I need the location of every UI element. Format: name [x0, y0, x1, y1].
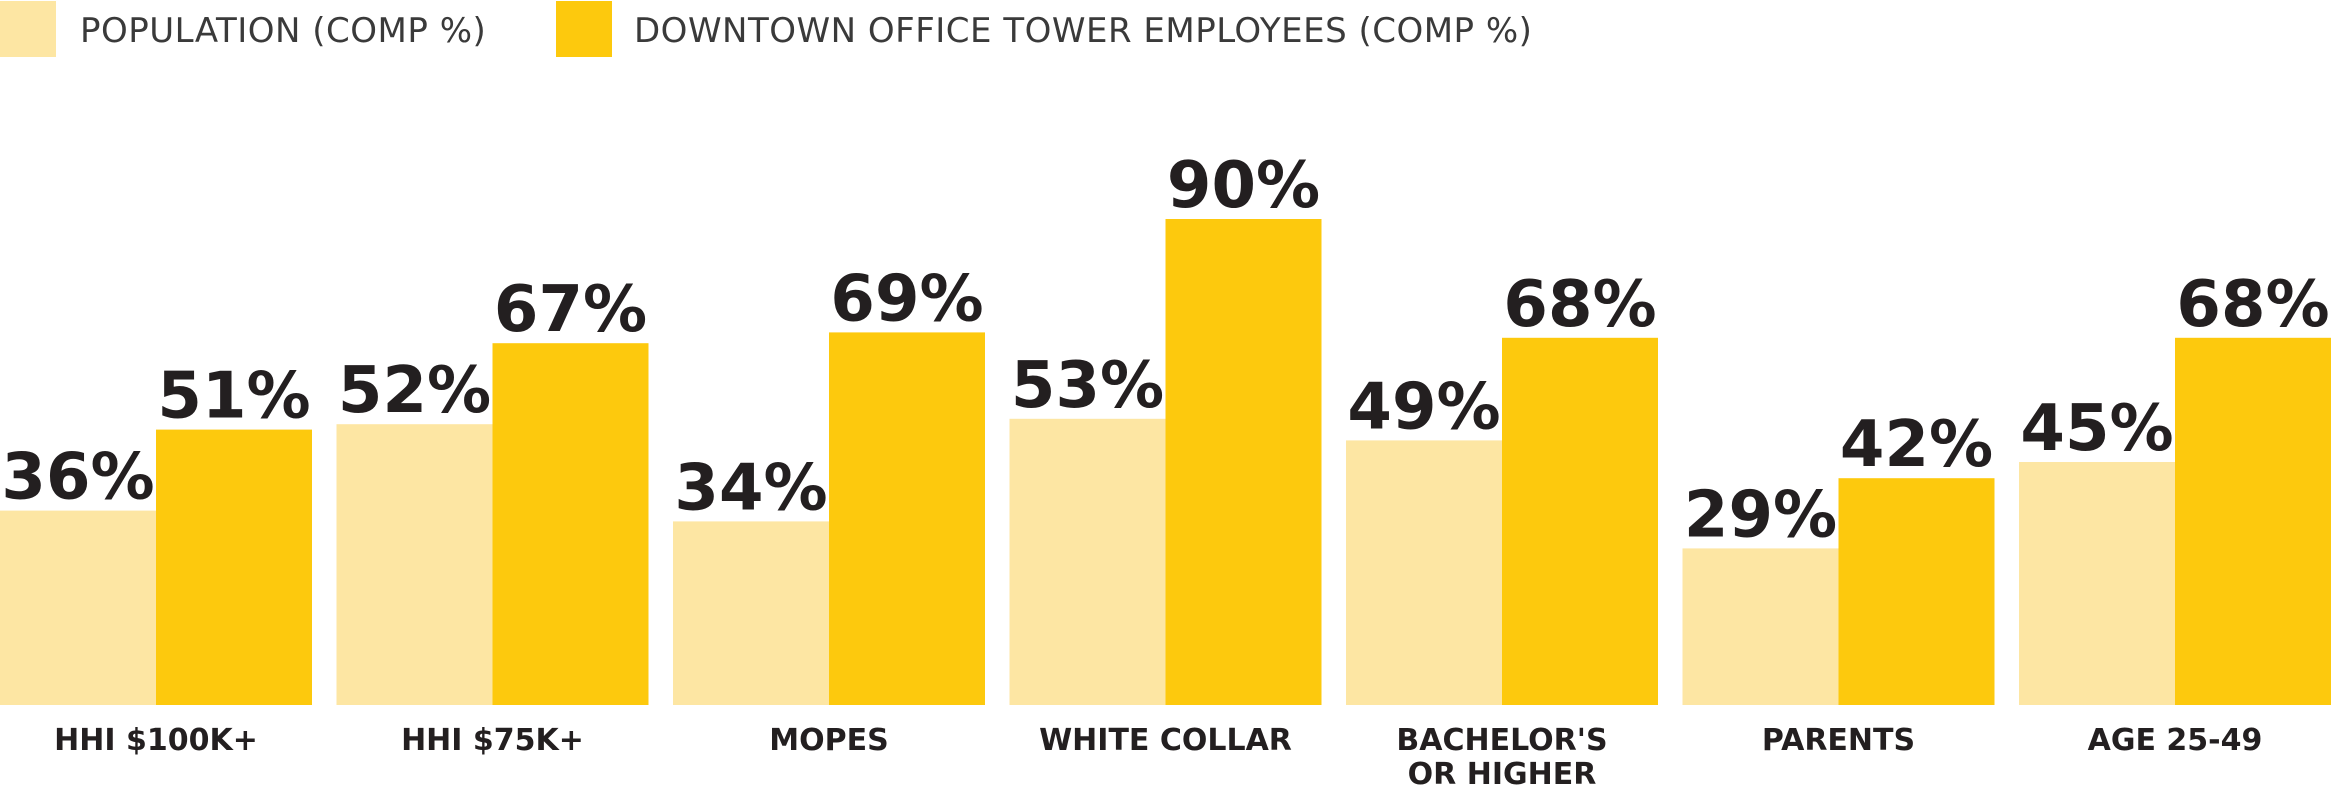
value-label-employees-7: 68% — [2176, 268, 2329, 342]
category-label-4: WHITE COLLAR — [1039, 723, 1292, 758]
value-label-employees-3: 69% — [830, 262, 983, 336]
legend-label-1: POPULATION (COMP %) — [80, 11, 486, 51]
bar-employees-1 — [156, 429, 312, 705]
category-label-1: HHI $100K+ — [54, 723, 258, 758]
bar-population-6 — [1682, 548, 1839, 705]
bar-population-4 — [1009, 418, 1166, 705]
value-label-population-4: 53% — [1011, 349, 1164, 423]
bar-population-7 — [2019, 462, 2175, 705]
category-label-7: AGE 25-49 — [2088, 723, 2263, 758]
legend: POPULATION (COMP %) DOWNTOWN OFFICE TOWER… — [0, 1, 1532, 57]
value-label-population-2: 52% — [338, 354, 491, 428]
value-label-employees-1: 51% — [157, 360, 310, 434]
value-label-employees-4: 90% — [1167, 149, 1320, 223]
value-label-employees-5: 68% — [1503, 268, 1656, 342]
category-label-5-line-1: BACHELOR'S — [1396, 723, 1607, 758]
bar-population-3 — [673, 521, 829, 705]
value-labels-group: 36%51% 52%67%34%69%53%90%49%68%29%42% 45%6… — [1, 149, 2329, 552]
value-label-employees-6: 42% — [1840, 408, 1993, 482]
category-label-3: MOPES — [769, 723, 888, 758]
bar-employees-5 — [1502, 337, 1658, 705]
category-label-2: HHI $75K+ — [401, 723, 584, 758]
category-label-5-line-2: OR HIGHER — [1408, 757, 1597, 792]
bar-employees-6 — [1838, 478, 1995, 705]
value-label-population-7: 45% — [2020, 392, 2173, 466]
bar-population-1 — [0, 510, 156, 705]
legend-label-2: DOWNTOWN OFFICE TOWER EMPLOYEES (COMP %) — [634, 11, 1532, 51]
bar-employees-3 — [829, 332, 985, 705]
value-label-population-1: 36% — [1, 441, 154, 515]
bar-employees-7 — [2175, 337, 2331, 705]
bars-group — [0, 219, 2331, 705]
bar-employees-2 — [492, 343, 649, 705]
category-labels-group: HHI $100K+ HHI $75K+ MOPES WHITE COLLAR BACH… — [54, 723, 2262, 792]
legend-swatch-1 — [0, 1, 56, 57]
bar-population-2 — [336, 424, 493, 705]
value-label-employees-2: 67% — [494, 273, 647, 347]
value-label-population-3: 34% — [674, 451, 827, 525]
value-label-population-6: 29% — [1684, 478, 1837, 552]
legend-swatch-2 — [556, 1, 612, 57]
bar-employees-4 — [1165, 219, 1322, 705]
value-label-population-5: 49% — [1347, 370, 1500, 444]
bar-population-5 — [1346, 440, 1502, 705]
category-label-6: PARENTS — [1762, 723, 1915, 758]
